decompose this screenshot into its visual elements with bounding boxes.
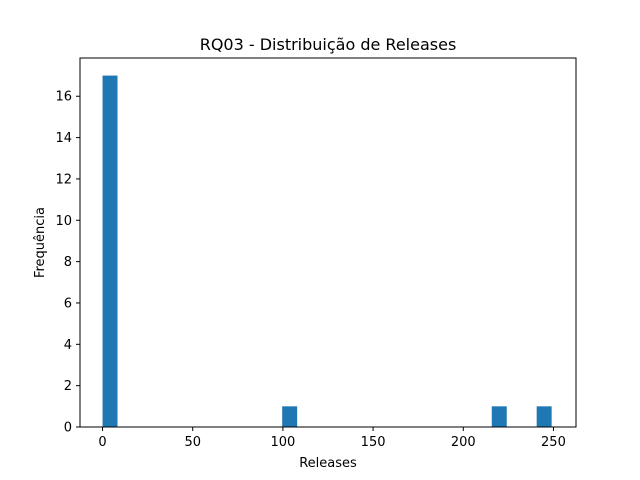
- x-tick-label: 50: [184, 435, 201, 450]
- plot-frame: [79, 57, 577, 428]
- y-tick-label: 8: [64, 255, 72, 270]
- y-tick-label: 16: [55, 90, 72, 105]
- y-tick-label: 12: [55, 172, 72, 187]
- x-tick-label: 250: [541, 435, 566, 450]
- y-tick-label: 14: [55, 131, 72, 146]
- x-tick-label: 150: [361, 435, 386, 450]
- x-tick-label: 200: [451, 435, 476, 450]
- chart-title: RQ03 - Distribuição de Releases: [200, 35, 457, 54]
- histogram-bar-0: [102, 75, 118, 428]
- y-tick-label: 6: [64, 296, 72, 311]
- y-tick-label: 4: [64, 338, 72, 353]
- bars-layer: [102, 75, 552, 428]
- y-tick-label: 0: [64, 421, 72, 436]
- histogram-bar-3: [536, 406, 552, 427]
- x-axis-label: Releases: [299, 456, 357, 471]
- x-axis-ticks: 0 50 100 150 200 250: [98, 427, 566, 450]
- y-tick-label: 10: [55, 214, 72, 229]
- y-axis-ticks: 0 2 4 6 8 10 12 14 16: [55, 90, 80, 436]
- x-tick-label: 100: [270, 435, 295, 450]
- histogram-bar-2: [491, 406, 507, 427]
- x-tick-label: 0: [98, 435, 106, 450]
- histogram-bar-1: [282, 406, 298, 427]
- y-axis-label: Frequência: [33, 207, 48, 278]
- y-tick-label: 2: [64, 379, 72, 394]
